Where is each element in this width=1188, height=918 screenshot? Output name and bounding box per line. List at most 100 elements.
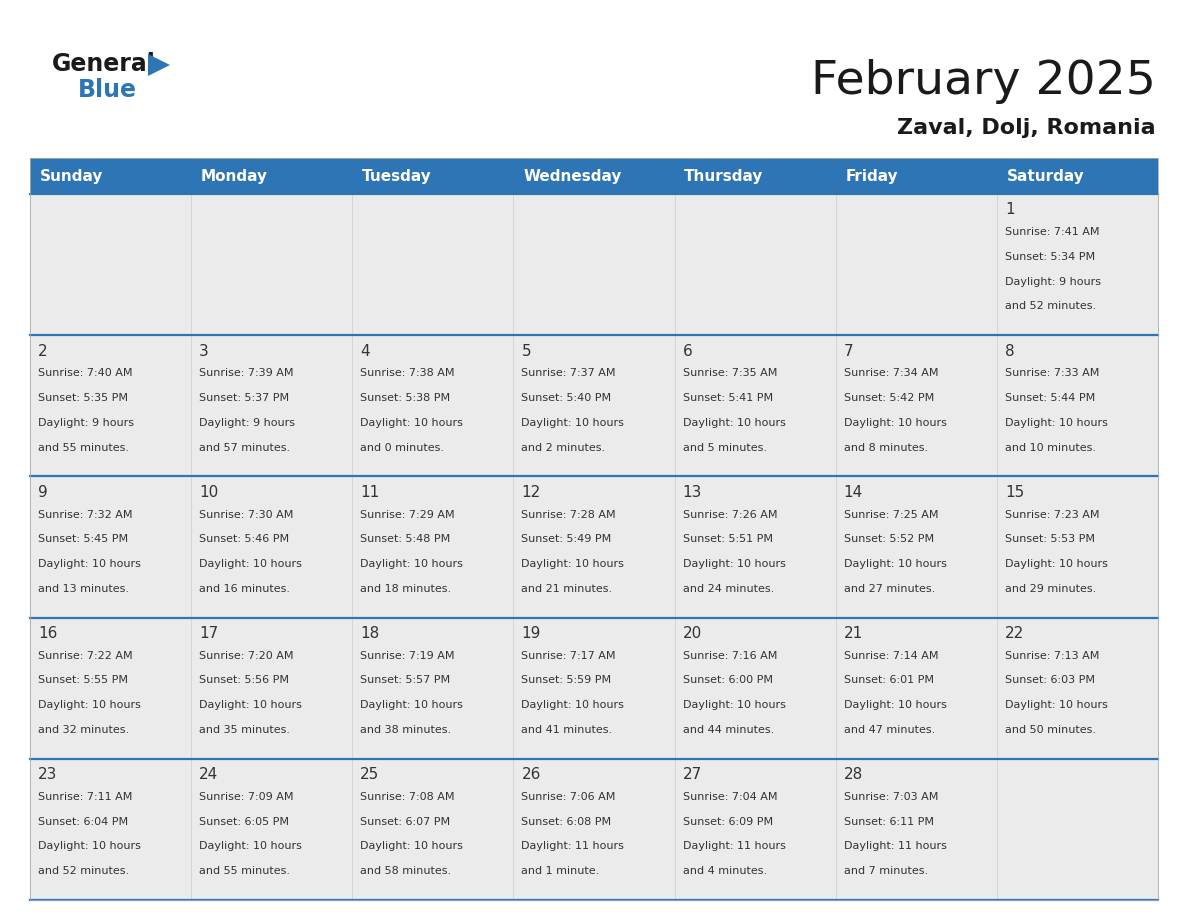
Text: Sunset: 5:42 PM: Sunset: 5:42 PM: [843, 393, 934, 403]
Text: Monday: Monday: [201, 169, 267, 184]
Bar: [997, 194, 1158, 335]
Text: Daylight: 10 hours: Daylight: 10 hours: [1005, 700, 1107, 711]
Text: Sunrise: 7:30 AM: Sunrise: 7:30 AM: [200, 509, 293, 520]
Text: Zaval, Dolj, Romania: Zaval, Dolj, Romania: [897, 118, 1156, 138]
Text: Sunrise: 7:22 AM: Sunrise: 7:22 AM: [38, 651, 133, 661]
Text: Daylight: 11 hours: Daylight: 11 hours: [522, 842, 625, 851]
Bar: [675, 759, 835, 900]
Text: Daylight: 10 hours: Daylight: 10 hours: [522, 418, 625, 428]
Polygon shape: [148, 54, 170, 76]
Text: Sunday: Sunday: [39, 169, 103, 184]
Text: Daylight: 10 hours: Daylight: 10 hours: [200, 559, 302, 569]
Text: Blue: Blue: [78, 78, 137, 102]
Text: Sunrise: 7:38 AM: Sunrise: 7:38 AM: [360, 368, 455, 378]
Bar: [353, 759, 513, 900]
Bar: [30, 335, 191, 476]
Text: Sunrise: 7:29 AM: Sunrise: 7:29 AM: [360, 509, 455, 520]
Text: and 21 minutes.: and 21 minutes.: [522, 584, 613, 594]
Text: Friday: Friday: [846, 169, 898, 184]
Text: Sunset: 5:45 PM: Sunset: 5:45 PM: [38, 534, 128, 544]
Text: Sunrise: 7:06 AM: Sunrise: 7:06 AM: [522, 792, 615, 802]
Text: 18: 18: [360, 626, 380, 641]
Text: and 24 minutes.: and 24 minutes.: [683, 584, 773, 594]
Text: Sunrise: 7:14 AM: Sunrise: 7:14 AM: [843, 651, 939, 661]
Text: 16: 16: [38, 626, 57, 641]
Text: and 52 minutes.: and 52 minutes.: [1005, 301, 1097, 311]
Text: and 55 minutes.: and 55 minutes.: [200, 866, 290, 876]
Bar: [513, 194, 675, 335]
Text: Sunset: 5:37 PM: Sunset: 5:37 PM: [200, 393, 290, 403]
Text: Sunset: 5:38 PM: Sunset: 5:38 PM: [360, 393, 450, 403]
Text: Daylight: 10 hours: Daylight: 10 hours: [1005, 418, 1107, 428]
Text: Daylight: 10 hours: Daylight: 10 hours: [843, 700, 947, 711]
Text: Sunset: 5:49 PM: Sunset: 5:49 PM: [522, 534, 612, 544]
Text: Sunset: 5:34 PM: Sunset: 5:34 PM: [1005, 252, 1095, 262]
Text: and 2 minutes.: and 2 minutes.: [522, 442, 606, 453]
Text: Sunrise: 7:40 AM: Sunrise: 7:40 AM: [38, 368, 133, 378]
Text: Daylight: 11 hours: Daylight: 11 hours: [683, 842, 785, 851]
Text: 15: 15: [1005, 485, 1024, 500]
Text: 28: 28: [843, 767, 862, 782]
Bar: [30, 194, 191, 335]
Text: and 0 minutes.: and 0 minutes.: [360, 442, 444, 453]
Text: 2: 2: [38, 343, 48, 359]
Bar: [675, 618, 835, 759]
Text: Sunrise: 7:26 AM: Sunrise: 7:26 AM: [683, 509, 777, 520]
Text: Daylight: 10 hours: Daylight: 10 hours: [522, 700, 625, 711]
Text: Sunset: 5:44 PM: Sunset: 5:44 PM: [1005, 393, 1095, 403]
Text: Sunset: 5:41 PM: Sunset: 5:41 PM: [683, 393, 772, 403]
Text: 5: 5: [522, 343, 531, 359]
Bar: [997, 335, 1158, 476]
Text: and 38 minutes.: and 38 minutes.: [360, 725, 451, 735]
Bar: [835, 335, 997, 476]
Bar: [353, 618, 513, 759]
Text: Daylight: 10 hours: Daylight: 10 hours: [1005, 559, 1107, 569]
Text: and 50 minutes.: and 50 minutes.: [1005, 725, 1095, 735]
Text: Daylight: 11 hours: Daylight: 11 hours: [843, 842, 947, 851]
Text: Sunrise: 7:39 AM: Sunrise: 7:39 AM: [200, 368, 293, 378]
Text: and 41 minutes.: and 41 minutes.: [522, 725, 613, 735]
Text: Thursday: Thursday: [684, 169, 764, 184]
Bar: [835, 759, 997, 900]
Text: Sunrise: 7:13 AM: Sunrise: 7:13 AM: [1005, 651, 1099, 661]
Text: Sunrise: 7:11 AM: Sunrise: 7:11 AM: [38, 792, 132, 802]
Text: and 16 minutes.: and 16 minutes.: [200, 584, 290, 594]
Text: Sunset: 6:03 PM: Sunset: 6:03 PM: [1005, 676, 1095, 686]
Text: Sunrise: 7:25 AM: Sunrise: 7:25 AM: [843, 509, 939, 520]
Bar: [513, 759, 675, 900]
Text: and 52 minutes.: and 52 minutes.: [38, 866, 129, 876]
Bar: [30, 618, 191, 759]
Text: General: General: [52, 52, 156, 76]
Bar: [997, 476, 1158, 618]
Text: 23: 23: [38, 767, 57, 782]
Text: Sunset: 5:55 PM: Sunset: 5:55 PM: [38, 676, 128, 686]
Text: and 4 minutes.: and 4 minutes.: [683, 866, 766, 876]
Bar: [675, 158, 835, 194]
Text: 10: 10: [200, 485, 219, 500]
Text: Sunset: 6:07 PM: Sunset: 6:07 PM: [360, 817, 450, 827]
Text: Sunrise: 7:20 AM: Sunrise: 7:20 AM: [200, 651, 293, 661]
Bar: [30, 476, 191, 618]
Text: Wednesday: Wednesday: [523, 169, 621, 184]
Text: Tuesday: Tuesday: [362, 169, 431, 184]
Text: Daylight: 10 hours: Daylight: 10 hours: [200, 842, 302, 851]
Text: Sunrise: 7:19 AM: Sunrise: 7:19 AM: [360, 651, 455, 661]
Bar: [191, 476, 353, 618]
Text: and 58 minutes.: and 58 minutes.: [360, 866, 451, 876]
Bar: [353, 158, 513, 194]
Text: and 44 minutes.: and 44 minutes.: [683, 725, 773, 735]
Bar: [997, 618, 1158, 759]
Text: 8: 8: [1005, 343, 1015, 359]
Bar: [997, 158, 1158, 194]
Text: Sunrise: 7:04 AM: Sunrise: 7:04 AM: [683, 792, 777, 802]
Text: Sunrise: 7:28 AM: Sunrise: 7:28 AM: [522, 509, 617, 520]
Text: Sunset: 5:48 PM: Sunset: 5:48 PM: [360, 534, 450, 544]
Text: 25: 25: [360, 767, 380, 782]
Text: Sunset: 6:04 PM: Sunset: 6:04 PM: [38, 817, 128, 827]
Text: Saturday: Saturday: [1006, 169, 1085, 184]
Text: Sunrise: 7:41 AM: Sunrise: 7:41 AM: [1005, 227, 1099, 237]
Text: 1: 1: [1005, 203, 1015, 218]
Text: Daylight: 10 hours: Daylight: 10 hours: [683, 700, 785, 711]
Text: and 8 minutes.: and 8 minutes.: [843, 442, 928, 453]
Text: and 27 minutes.: and 27 minutes.: [843, 584, 935, 594]
